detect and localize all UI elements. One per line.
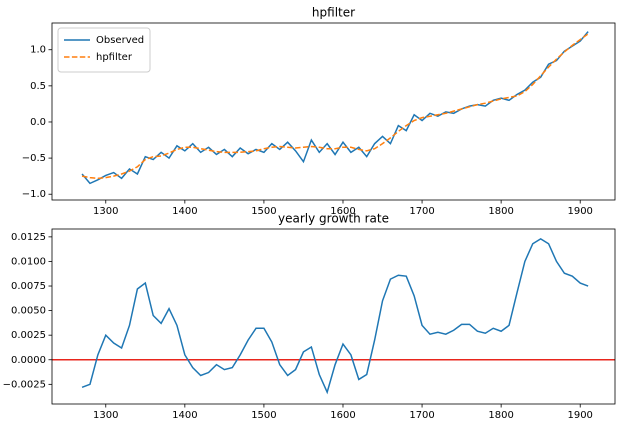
axes-frame xyxy=(51,228,616,405)
x-tick-label: 1500 xyxy=(251,410,276,421)
y-tick-label: −1.0 xyxy=(22,189,46,200)
y-tick-label: 0.5 xyxy=(30,81,46,92)
x-tick-label: 1700 xyxy=(409,410,434,421)
data-line xyxy=(81,237,589,395)
x-tick-label: 1300 xyxy=(93,206,118,217)
y-tick-label: 0.0 xyxy=(30,117,46,128)
x-tick-label: 1600 xyxy=(330,206,355,217)
y-tick-label: 0.0100 xyxy=(11,256,46,267)
chart-title: hpfilter xyxy=(312,6,355,20)
y-tick-label: 0.0125 xyxy=(11,232,46,243)
y-tick-label: 0.0050 xyxy=(11,306,46,317)
y-tick-label: −0.0025 xyxy=(3,379,46,390)
y-tick-label: −0.5 xyxy=(22,153,46,164)
legend-label: hpfilter xyxy=(96,52,133,63)
x-tick-label: 1900 xyxy=(567,206,592,217)
x-tick-label: 1400 xyxy=(172,410,197,421)
legend-box xyxy=(57,27,151,73)
axes-frame xyxy=(51,22,616,201)
x-tick-label: 1700 xyxy=(409,206,434,217)
data-line xyxy=(81,33,589,180)
x-tick-label: 1600 xyxy=(330,410,355,421)
y-tick-label: 1.0 xyxy=(30,45,46,56)
x-tick-label: 1300 xyxy=(93,410,118,421)
chart-title: yearly growth rate xyxy=(278,212,389,226)
y-tick-label: 0.0075 xyxy=(11,281,46,292)
x-tick-label: 1400 xyxy=(172,206,197,217)
y-tick-label: 0.0000 xyxy=(11,355,46,366)
x-tick-label: 1900 xyxy=(567,410,592,421)
x-tick-label: 1500 xyxy=(251,206,276,217)
data-line xyxy=(81,31,589,185)
y-tick-label: 0.0025 xyxy=(11,330,46,341)
x-tick-label: 1800 xyxy=(488,206,513,217)
x-tick-label: 1800 xyxy=(488,410,513,421)
legend-label: Observed xyxy=(96,35,144,46)
